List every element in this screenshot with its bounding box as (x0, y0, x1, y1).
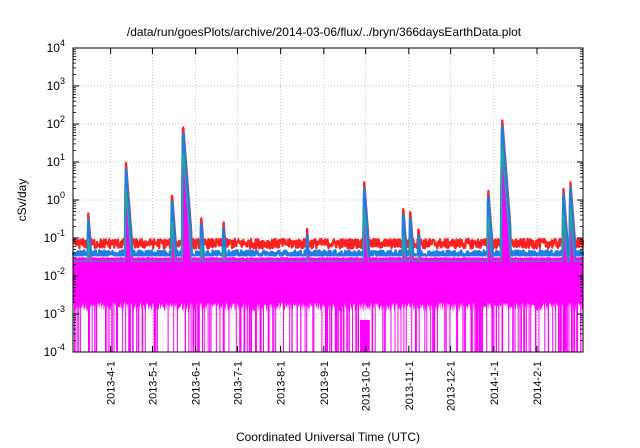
x-axis-label: Coordinated Universal Time (UTC) (236, 430, 420, 444)
series-blue-line (71, 125, 585, 257)
series-group (71, 119, 585, 352)
series-magenta-area (73, 143, 583, 313)
series-magenta-dropout-block (360, 319, 370, 352)
y-tick-label: 10-1 (44, 228, 65, 245)
y-tick-label: 104 (47, 38, 65, 55)
y-tick-label: 103 (47, 76, 65, 93)
x-tick-label: 2013-12-1 (446, 361, 458, 411)
x-tick-label: 2013-10-1 (361, 361, 373, 411)
series-magenta-band (73, 143, 583, 352)
y-tick-label: 102 (47, 114, 65, 131)
y-tick-label: 10-2 (44, 266, 65, 283)
series-red-line (72, 119, 585, 250)
chart-title: /data/run/goesPlots/archive/2014-03-06/f… (127, 25, 522, 39)
y-axis-label: cSv/day (15, 179, 29, 222)
x-tick-label: 2014-1-1 (489, 361, 501, 405)
x-tick-label: 2013-6-1 (191, 361, 203, 405)
y-tick-label: 10-4 (44, 342, 65, 359)
y-tick-label: 100 (47, 190, 65, 207)
x-tick-label: 2013-5-1 (147, 361, 159, 405)
x-tick-label: 2013-7-1 (232, 361, 244, 405)
x-tick-label: 2013-9-1 (319, 361, 331, 405)
x-tick-label: 2013-11-1 (404, 361, 416, 410)
series-green-line (72, 146, 584, 262)
y-tick-label: 101 (47, 152, 65, 169)
y-tick-label: 10-3 (44, 304, 65, 321)
x-tick-label: 2013-8-1 (276, 361, 288, 405)
x-axis: 2013-4-1 2013-5-1 2013-6-1 2013-7-1 2013-8-1… (106, 48, 544, 411)
series-magenta-dropouts (74, 291, 582, 352)
y-axis: 10-4 10-3 10-2 10-1 100 101 102 103 104 (44, 38, 583, 359)
x-tick-label: 2013-4-1 (106, 361, 118, 405)
x-tick-label: 2014-2-1 (532, 361, 544, 405)
